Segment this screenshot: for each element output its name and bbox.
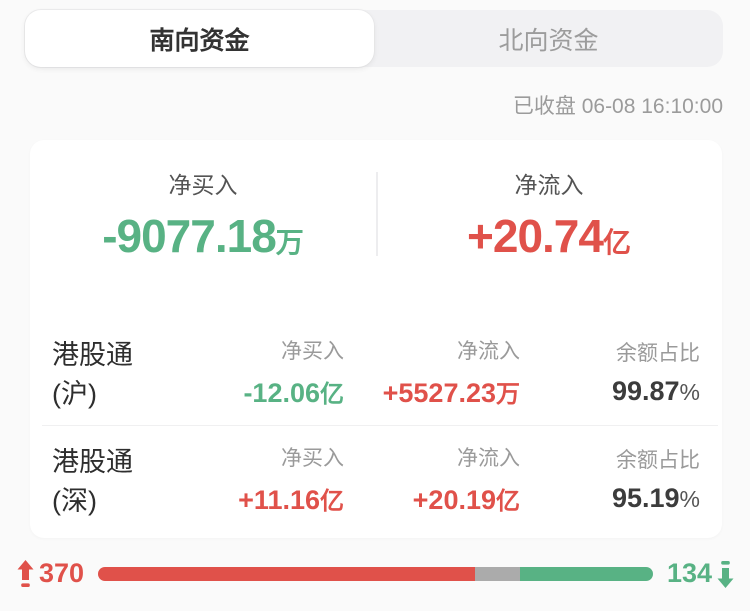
balance-label: 余额占比: [616, 449, 700, 472]
decliners-count: 134: [667, 558, 734, 589]
row-separator: [42, 425, 718, 426]
net-buy-label: 净买入: [281, 447, 344, 470]
summary-net-buy-label: 净买入: [168, 172, 238, 198]
advancers-count: 370: [17, 558, 84, 589]
summary-net-inflow-unit: 亿: [602, 227, 631, 258]
row-name: 港股通(沪): [52, 340, 133, 409]
row-hk-connect-sh[interactable]: 港股通(沪) 净买入 -12.06亿 净流入 +5527.23万 余额占比 99…: [30, 319, 722, 425]
tab-northbound-label: 北向资金: [498, 26, 599, 55]
net-buy-label: 净买入: [281, 340, 344, 363]
row-net-inflow-cell: 净流入 +20.19亿: [344, 442, 520, 516]
advance-decline-footer: 370 134: [0, 558, 750, 589]
net-inflow-value: +5527.23万: [382, 378, 520, 408]
net-inflow-label: 净流入: [457, 340, 520, 363]
bar-flat-segment: [475, 566, 520, 581]
up-arrow-with-bar-icon: [17, 559, 34, 587]
summary-net-buy: 净买入 -9077.18万: [30, 166, 376, 269]
down-arrow-with-bar-icon: [717, 560, 734, 588]
market-status: 已收盘 06-08 16:10:00: [512, 95, 723, 118]
bar-up-segment: [98, 566, 476, 581]
row-net-buy-cell: 净买入 -12.06亿: [174, 335, 344, 409]
row-name: 港股通(深): [52, 447, 133, 516]
row-hk-connect-sz[interactable]: 港股通(深) 净买入 +11.16亿 净流入 +20.19亿 余额占比 95.1…: [30, 426, 722, 532]
summary-net-buy-unit: 万: [275, 227, 304, 258]
summary-net-inflow: 净流入 +20.74亿: [376, 166, 722, 269]
balance-label: 余额占比: [616, 342, 700, 365]
row-balance-cell: 余额占比 99.87%: [520, 337, 700, 407]
southbound-funds-card: 净买入 -9077.18万 净流入 +20.74亿 港股通(沪) 净买入 -12…: [30, 140, 722, 538]
net-buy-value: -12.06亿: [243, 378, 344, 408]
tab-northbound[interactable]: 北向资金: [374, 10, 723, 67]
tab-southbound-label: 南向资金: [149, 26, 250, 55]
net-buy-value: +11.16亿: [238, 485, 344, 515]
summary-divider: [376, 172, 378, 256]
bar-down-segment: [519, 566, 653, 581]
row-balance-cell: 余额占比 95.19%: [520, 444, 700, 514]
balance-value: 95.19%: [611, 483, 700, 513]
advance-decline-bar: [98, 566, 653, 581]
net-inflow-value: +20.19亿: [412, 485, 520, 515]
channel-rows: 港股通(沪) 净买入 -12.06亿 净流入 +5527.23万 余额占比 99…: [30, 319, 722, 532]
summary-net-inflow-label: 净流入: [514, 172, 584, 198]
summary-net-inflow-value: +20.74亿: [467, 210, 631, 262]
fund-direction-tabbar: 南向资金 北向资金: [25, 10, 723, 67]
row-net-buy-cell: 净买入 +11.16亿: [174, 442, 344, 516]
net-inflow-label: 净流入: [457, 447, 520, 470]
summary-section: 净买入 -9077.18万 净流入 +20.74亿: [30, 140, 722, 269]
row-net-inflow-cell: 净流入 +5527.23万: [344, 335, 520, 409]
balance-value: 99.87%: [611, 376, 700, 406]
summary-net-buy-value: -9077.18万: [102, 210, 304, 262]
tab-southbound[interactable]: 南向资金: [25, 10, 374, 67]
